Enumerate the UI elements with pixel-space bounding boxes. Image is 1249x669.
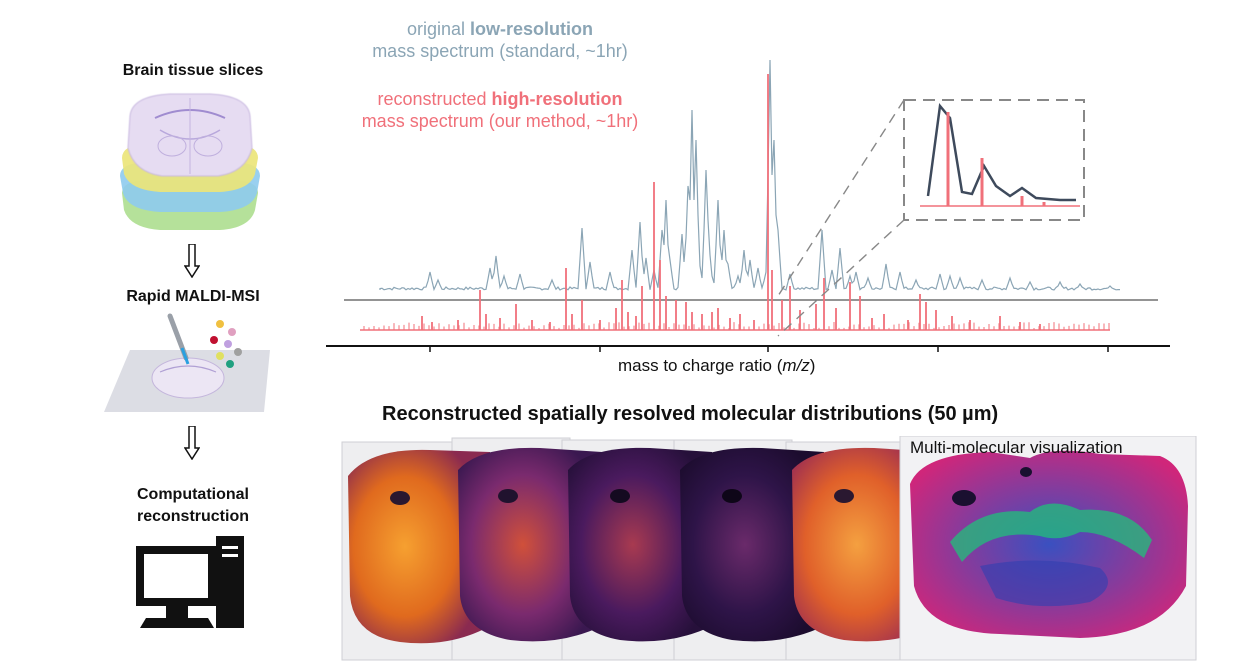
low-resolution-trace	[379, 59, 1120, 292]
legend-high-line2: mass spectrum (our method, ~1hr)	[361, 111, 639, 131]
legend-high-resolution: reconstructed high-resolution mass spect…	[330, 88, 670, 132]
ion-dot	[216, 320, 224, 328]
zoom-connector	[777, 219, 905, 337]
step-label-maldi-msi: Rapid MALDI-MSI	[126, 288, 260, 305]
brain-map-4	[680, 447, 824, 642]
zoom-connector	[777, 99, 905, 297]
maldi-instrument-illustration	[104, 313, 270, 412]
mass-spectra-plot	[326, 59, 1170, 352]
step-label-line2: reconstruction	[136, 508, 249, 525]
multi-molecular-label: Multi-molecular visualization	[910, 438, 1123, 457]
legend-high-prefix: reconstructed	[377, 89, 492, 109]
step-label-tissue-slices: Brain tissue slices	[122, 62, 264, 79]
legend-low-prefix: original	[406, 19, 471, 39]
legend-low-line2: mass spectrum (standard, ~1hr)	[372, 41, 628, 61]
low-resolution-spectrum	[379, 59, 1120, 292]
brain-map-1	[348, 449, 490, 644]
axis-label-italic: m/z	[782, 356, 810, 375]
legend-low-resolution: original low-resolution mass spectrum (s…	[330, 18, 670, 62]
axis-label-suffix: )	[809, 356, 816, 375]
axis-label-prefix: mass to charge ratio (	[618, 356, 783, 375]
ion-dot	[224, 340, 232, 348]
ion-dot	[216, 352, 224, 360]
brain-slices-stack-illustration	[120, 93, 260, 230]
x-axis-label: mass to charge ratio (m/z)	[618, 356, 815, 376]
step-label-line1: Computational	[137, 486, 249, 503]
arrow-down-icon	[184, 244, 200, 278]
zoom-inset-box	[903, 99, 1085, 221]
brain-map-3	[568, 447, 712, 642]
brain-map-2	[458, 447, 602, 642]
arrow-down-icon	[184, 426, 200, 460]
high-resolution-spectrum	[360, 74, 1110, 331]
overlay-green-tract	[950, 503, 1152, 562]
axis-ticks	[429, 346, 1109, 352]
ion-dot	[234, 348, 242, 356]
legend-low-bold: low-resolution	[470, 19, 594, 39]
step-label-computational-reconstruction: Computational reconstruction	[98, 484, 288, 528]
overlay-brain-map	[910, 450, 1188, 638]
distributions-title: Reconstructed spatially resolved molecul…	[382, 403, 999, 425]
ion-dot	[226, 360, 234, 368]
zoom-high-res-peaks	[946, 112, 1046, 206]
ion-dot	[210, 336, 218, 344]
computer-icon	[136, 536, 244, 628]
legend-high-bold: high-resolution	[491, 89, 623, 109]
ion-dot	[228, 328, 236, 336]
molecular-distribution-maps	[341, 436, 1197, 661]
